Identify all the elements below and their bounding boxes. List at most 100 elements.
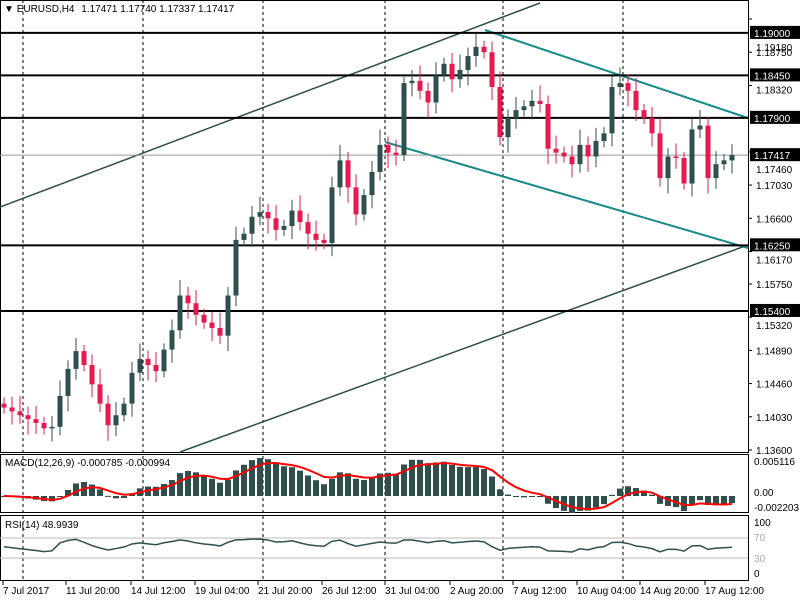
level-label-box [750,110,800,124]
bull-candle [465,56,471,70]
macd-histogram-bar [497,489,503,496]
level-label-box [750,303,800,317]
bear-candle [385,144,391,153]
level-label-box [750,25,800,39]
rsi-tick-label: 30 [754,554,766,565]
bull-candle [521,106,527,111]
macd-panel-border [0,454,749,513]
bear-candle [97,384,103,404]
macd-histogram-bar [721,496,727,505]
time-label: 19 Jul 04:00 [195,586,250,597]
bear-candle [641,110,647,118]
bull-candle [713,164,719,179]
bull-candle [129,372,135,404]
macd-histogram-bar [617,488,623,496]
bear-candle [449,63,455,80]
bull-candle [665,156,671,179]
time-label: 7 Jul 2017 [3,586,50,597]
bull-candle [697,125,703,130]
macd-histogram-bar [577,496,583,511]
macd-histogram-bar [73,483,79,496]
macd-histogram-bar [625,486,631,496]
bear-candle [153,365,159,372]
macd-histogram-bar [401,464,407,496]
bull-candle [121,403,127,416]
bull-candle [441,63,447,76]
bear-candle [305,222,311,234]
macd-histogram-bar [121,496,127,499]
macd-histogram-bar [665,496,671,506]
rsi-line [3,538,733,553]
macd-histogram-bar [393,473,399,496]
rsi-label: RSI(14) 48.9939 [5,520,79,531]
bull-candle [73,351,79,369]
bull-candle [505,117,511,138]
bear-candle [345,160,351,188]
triangle-down-icon[interactable]: ▼ [4,4,14,15]
bull-candle [609,86,615,134]
bull-candle [169,330,175,350]
bull-candle [241,233,247,240]
macd-histogram-bar [369,477,375,496]
price-tick-label: 1.18320 [756,85,793,96]
current-price-box [750,148,800,162]
macd-histogram-bar [689,496,695,505]
macd-histogram-bar [553,496,559,509]
macd-histogram-bar [89,484,95,496]
channel-lower-line [179,244,749,453]
level-label: 1.17900 [754,114,791,125]
bull-candle [289,210,295,227]
macd-histogram-bar [433,462,439,496]
bull-candle [225,295,231,336]
bull-candle [473,46,479,57]
macd-histogram-bar [441,461,447,496]
bear-candle [81,351,87,366]
bear-candle [273,218,279,230]
macd-histogram-bar [337,472,343,496]
time-label: 21 Jul 20:00 [258,586,313,597]
macd-histogram-bar [321,484,327,496]
macd-histogram-bar [465,467,471,496]
bear-candle [673,156,679,159]
bear-candle [313,233,319,240]
macd-histogram-bar [209,478,215,496]
macd-histogram-bar [289,467,295,496]
bear-candle [585,144,591,157]
bull-candle [337,160,343,188]
bear-candle [321,239,327,243]
bear-candle [17,411,23,416]
bear-candle [89,365,95,385]
bull-candle [177,295,183,331]
price-tick-label: 1.15750 [756,280,793,291]
price-tick-label: 1.19180 [756,43,793,54]
bull-candle [281,226,287,230]
bull-candle [233,239,239,296]
macd-histogram-bar [353,478,359,496]
bear-candle [481,46,487,53]
bull-candle [617,83,623,87]
price-tick-label: 1.15320 [756,321,793,332]
bear-candle [9,407,15,412]
bear-candle [25,415,31,420]
macd-histogram-bar [505,494,511,496]
bear-candle [209,322,215,328]
macd-tick-label: 0.005116 [754,457,795,468]
bear-candle [1,403,7,408]
rsi-tick-label: 0 [754,569,760,580]
time-label: 10 Aug 04:00 [577,586,636,597]
macd-histogram-bar [105,495,111,497]
bull-candle [113,415,119,426]
time-label: 14 Aug 20:00 [640,586,699,597]
rsi-tick-label: 70 [754,533,766,544]
time-label: 31 Jul 04:00 [385,586,440,597]
macd-histogram-bar [481,469,487,496]
bear-candle [353,187,359,215]
macd-histogram-bar [201,475,207,496]
bear-candle [649,117,655,134]
macd-histogram-bar [417,459,423,496]
bear-candle [217,327,223,336]
time-label: 17 Aug 12:00 [705,586,764,597]
macd-histogram-bar [225,479,231,496]
